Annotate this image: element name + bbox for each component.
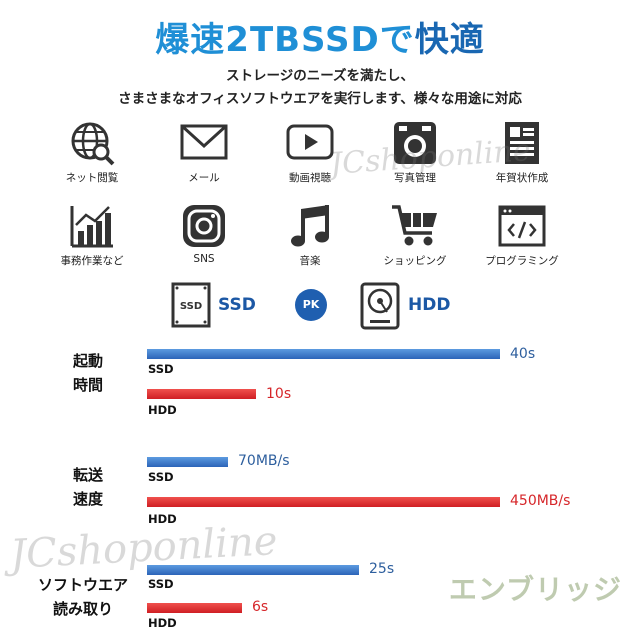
value-software-ssd: 25s [369, 561, 395, 577]
bar-software-ssd [147, 565, 359, 575]
icon-label: 写真管理 [394, 172, 436, 184]
title-main: 爆速2TBSSDで [155, 20, 415, 60]
metric-label-line: 読み取り [53, 600, 114, 618]
ssd-drive-icon: SSD [171, 282, 211, 328]
metric-label-boot-time: 起動 時間 [73, 349, 103, 397]
metric-label-line: 転送 [73, 466, 104, 484]
tag-transfer-hdd: HDD [148, 512, 177, 526]
value-transfer-ssd: 70MB/s [238, 453, 290, 469]
icon-cell-sns: SNS [156, 203, 252, 265]
icon-cell-greeting-card: 年賀状作成 [474, 120, 570, 185]
value-transfer-hdd: 450MB/s [510, 493, 571, 509]
shopping-cart-icon [392, 205, 437, 246]
metric-label-line: 時間 [73, 376, 104, 394]
value-boot-ssd: 40s [510, 346, 536, 362]
metric-label-line: 速度 [73, 490, 104, 508]
icon-cell-video: 動画視聴 [262, 120, 358, 185]
value-software-hdd: 6s [252, 599, 269, 615]
icon-label: メール [188, 172, 220, 184]
music-note-icon [291, 205, 329, 247]
hdd-drive-icon [360, 282, 400, 330]
ssd-icon-text: SSD [180, 301, 202, 312]
icon-cell-shopping: ショッピング [367, 203, 463, 268]
icon-cell-music: 音楽 [262, 203, 358, 268]
icon-label: ネット閲覧 [65, 172, 119, 184]
bar-software-hdd [147, 603, 242, 613]
play-video-icon [286, 124, 334, 160]
subtitle-line-1: ストレージのニーズを満たし、 [225, 68, 415, 84]
watermark-logo: エンブリッジ [448, 573, 622, 606]
title-accent: 快適 [414, 20, 485, 60]
icon-cell-mail: メール [156, 120, 252, 185]
icon-label: ショッピング [383, 255, 447, 267]
icon-cell-programming: プログラミング [474, 203, 570, 268]
icon-label: プログラミング [485, 255, 559, 267]
code-window-icon [498, 205, 546, 247]
bar-transfer-ssd [147, 457, 228, 467]
icon-cell-photo: 写真管理 [367, 120, 463, 185]
globe-search-icon [71, 122, 115, 166]
icon-cell-office: 事務作業など [44, 203, 140, 268]
value-boot-hdd: 10s [266, 386, 292, 402]
metric-label-software-read: ソフトウエア 読み取り [38, 573, 128, 621]
instagram-icon [183, 205, 225, 247]
icon-label: 年賀状作成 [495, 172, 549, 184]
tag-software-hdd: HDD [148, 616, 177, 630]
bar-chart-icon [70, 206, 113, 248]
metric-label-line: ソフトウエア [38, 576, 129, 594]
camera-icon [394, 122, 436, 164]
icon-label: 事務作業など [60, 255, 124, 267]
ssd-vs-hdd-header: SSD SSD PK HDD [0, 282, 640, 332]
tag-boot-ssd: SSD [148, 362, 174, 376]
tag-software-ssd: SSD [148, 577, 174, 591]
bar-boot-ssd [147, 349, 500, 359]
page-title: 爆速2TBSSDで快適 [0, 12, 640, 60]
pk-badge: PK [295, 289, 327, 321]
tag-transfer-ssd: SSD [148, 470, 174, 484]
metric-label-transfer-speed: 転送 速度 [73, 463, 103, 511]
mail-icon [180, 124, 228, 160]
document-icon [505, 122, 539, 164]
bar-boot-hdd [147, 389, 256, 399]
icon-label: 動画視聴 [289, 172, 331, 184]
metric-label-line: 起動 [73, 352, 104, 370]
bar-transfer-hdd [147, 497, 500, 507]
icon-label: SNS [193, 253, 215, 265]
icon-cell-browsing: ネット閲覧 [44, 120, 140, 185]
tag-boot-hdd: HDD [148, 403, 177, 417]
icon-label: 音楽 [299, 255, 321, 267]
subtitle-line-2: さまさまなオフィスソフトウエアを実行します、様々な用途に対応 [118, 91, 522, 107]
hdd-label: HDD [408, 295, 451, 315]
ssd-label: SSD [218, 295, 256, 315]
